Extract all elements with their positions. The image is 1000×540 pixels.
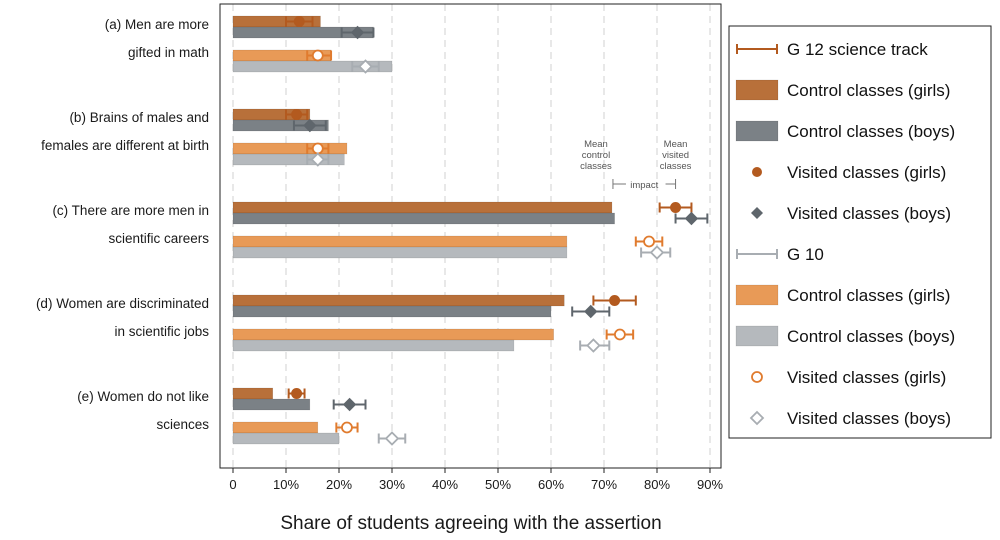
bar-g10-girls <box>232 235 568 248</box>
visited-marker-g12-boys <box>584 304 598 319</box>
impact-label: impact <box>630 180 658 191</box>
bar-g12-boys <box>232 119 329 132</box>
visited-marker-g10-girls <box>311 49 324 62</box>
bar-g10-boys <box>232 60 393 73</box>
x-tick-label: 40% <box>432 477 458 492</box>
category-label: scientific careers <box>108 231 209 246</box>
bar-g10-girls <box>232 421 319 434</box>
x-tick-label: 90% <box>697 477 723 492</box>
category-label: (a) Men are more <box>105 17 209 32</box>
visited-marker-g12-girls <box>670 202 682 213</box>
x-tick-label: 80% <box>644 477 670 492</box>
category-label: in scientific jobs <box>114 324 209 339</box>
x-tick-label: 60% <box>538 477 564 492</box>
legend-symbol-dot <box>752 167 762 177</box>
category-label: females are different at birth <box>41 138 209 153</box>
bar-g10-boys <box>232 339 515 352</box>
bar-g10-girls <box>232 142 348 155</box>
bar-g12-boys <box>232 212 615 225</box>
legend-label: Visited classes (boys) <box>787 204 951 223</box>
bar-g10-boys <box>232 153 345 166</box>
category-label: (c) There are more men in <box>52 203 209 218</box>
x-axis-title: Share of students agreeing with the asse… <box>280 513 661 534</box>
x-tick-label: 10% <box>273 477 299 492</box>
visited-marker-g12-boys <box>342 397 357 412</box>
visited-marker-g12-girls <box>293 16 305 27</box>
visited-marker-g10-boys <box>649 245 665 260</box>
legend-label: Control classes (boys) <box>787 122 955 141</box>
x-tick-label: 70% <box>591 477 617 492</box>
plot-frame <box>219 3 722 469</box>
bar-g12-boys <box>232 305 552 318</box>
legend-label: Control classes (boys) <box>787 327 955 346</box>
bar-g10-girls <box>232 328 554 341</box>
x-tick-label: 0 <box>229 477 236 492</box>
category-label: gifted in math <box>128 45 209 60</box>
visited-marker-g12-boys <box>684 211 699 226</box>
category-label: (b) Brains of males and <box>69 110 209 125</box>
legend-label: G 10 <box>787 245 824 264</box>
impact-annotation: MeancontrolclassesMeanvisitedclassesimpa… <box>580 139 692 191</box>
bar-g10-boys <box>232 432 340 445</box>
legend-label: Control classes (girls) <box>787 286 950 305</box>
x-axis: 0 10% 20% 30% 40% 50% 60% 70% 80% 90% <box>219 3 723 492</box>
legend-symbol-bar <box>735 120 779 142</box>
legend-symbol-bar <box>735 79 779 101</box>
visited-marker-g10-girls <box>643 235 655 248</box>
bar-g12-girls <box>232 387 274 400</box>
visited-marker-g12-boys <box>303 118 317 133</box>
visited-marker-g12-girls <box>291 388 303 399</box>
category-label: sciences <box>156 417 209 432</box>
legend-label: Visited classes (boys) <box>787 409 951 428</box>
legend-label: G 12 science track <box>787 40 928 59</box>
category-labels: (a) Men are more gifted in math (b) Brains… <box>36 17 209 432</box>
annotation-label-visited: visited <box>662 150 689 161</box>
x-tick-label: 30% <box>379 477 405 492</box>
bar-g12-girls <box>232 201 613 214</box>
annotation-label-visited: Mean <box>664 139 688 150</box>
x-tick-label: 20% <box>326 477 352 492</box>
bar-g12-girls <box>232 294 565 307</box>
bars-layer <box>232 15 615 445</box>
bar-g10-boys <box>232 246 568 259</box>
visited-marker-g10-boys <box>358 59 373 74</box>
bar-g12-boys <box>232 398 311 411</box>
annotation-label-control: Mean <box>584 139 608 150</box>
legend-label: Visited classes (girls) <box>787 163 946 182</box>
visited-marker-g10-boys <box>310 152 326 167</box>
legend-label: Control classes (girls) <box>787 81 950 100</box>
legend: G 12 science track Control classes (girls… <box>728 25 992 439</box>
visited-marker-g12-girls <box>609 295 621 306</box>
visited-marker-g10-boys <box>384 431 400 446</box>
annotation-label-visited: classes <box>660 161 692 172</box>
visited-marker-g10-girls <box>311 142 324 155</box>
markers-layer <box>285 16 709 446</box>
category-label: (e) Women do not like <box>77 389 209 404</box>
annotation-label-control: classes <box>580 161 612 172</box>
legend-symbol-bar <box>735 284 779 306</box>
legend-symbol-bar <box>735 325 779 347</box>
visited-marker-g10-girls <box>341 421 353 434</box>
visited-marker-g12-girls <box>291 109 303 120</box>
legend-symbol-circle <box>751 371 763 383</box>
legend-symbol-diamond <box>751 207 763 219</box>
visited-marker-g10-boys <box>586 338 601 353</box>
x-tick-label: 50% <box>485 477 511 492</box>
category-label: (d) Women are discriminated <box>36 296 209 311</box>
visited-marker-g10-girls <box>614 328 626 341</box>
legend-label: Visited classes (girls) <box>787 368 946 387</box>
legend-symbol-diamond <box>749 410 765 426</box>
annotation-label-control: control <box>582 150 611 161</box>
visited-marker-g12-boys <box>350 25 365 40</box>
